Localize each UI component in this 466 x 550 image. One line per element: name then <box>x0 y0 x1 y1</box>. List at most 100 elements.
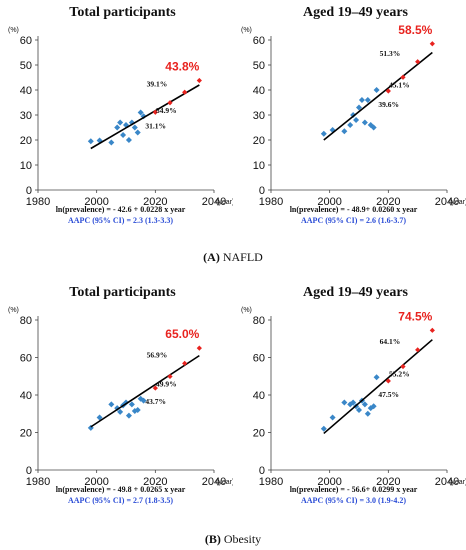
nafld-age-19-49-chart: Aged 19–49 years (%) 0 10 20 30 40 50 60 1980 2000… <box>233 0 466 225</box>
observed-point <box>347 401 354 408</box>
observed-point <box>361 119 368 126</box>
observed-point <box>140 397 147 404</box>
projected-point <box>400 74 406 80</box>
caption-b-text: Obesity <box>223 532 262 546</box>
x-tick-label: 2040 <box>435 476 459 488</box>
y-tick-label: 10 <box>253 160 265 172</box>
y-tick-label: 50 <box>253 60 265 72</box>
regression-equation: ln(prevalence) = - 42.6 + 0.0228 x year <box>56 205 186 214</box>
caption-b-letter: (B) <box>204 532 221 546</box>
y-unit-label: (%) <box>241 27 252 34</box>
observed-point <box>329 414 336 421</box>
x-unit-label: (year) <box>449 199 466 206</box>
obesity-total-chart: Total participants (%) 0 20 40 60 80 1980 2000 20… <box>0 280 233 505</box>
observed-point <box>320 425 327 432</box>
observed-point <box>356 104 362 111</box>
data-label: 39.6% <box>378 100 399 109</box>
nafld-total-chart: Total participants (%) 0 10 20 30 40 50 60 1980 20… <box>0 0 233 225</box>
observed-point <box>358 97 365 103</box>
projected-point <box>400 363 406 370</box>
observed-point <box>370 124 377 131</box>
y-tick-label: 60 <box>20 35 32 47</box>
data-label: 31.1% <box>145 121 166 130</box>
y-tick-label: 0 <box>259 465 265 477</box>
projected-point <box>152 385 158 391</box>
y-tick-label: 40 <box>20 390 32 402</box>
x-tick-label: 2000 <box>84 196 108 208</box>
observed-point <box>108 139 115 146</box>
x-unit-label: (year) <box>449 479 466 486</box>
x-tick-label: 2020 <box>376 476 400 488</box>
observed-point <box>131 124 138 131</box>
x-unit-label: (year) <box>216 199 233 206</box>
x-tick-label: 1980 <box>259 476 283 488</box>
projected-point <box>196 77 202 84</box>
chart-title: Aged 19–49 years <box>303 5 409 20</box>
observed-point <box>341 128 348 135</box>
observed-point <box>373 87 380 93</box>
observed-point <box>350 112 357 118</box>
x-tick-label: 2000 <box>84 476 108 488</box>
y-tick-label: 10 <box>20 160 32 172</box>
x-tick-label: 2040 <box>435 196 459 208</box>
projected-point <box>415 347 421 353</box>
observed-point <box>134 129 141 136</box>
observed-point <box>364 97 371 103</box>
data-label: 49.9% <box>156 379 177 388</box>
x-tick-label: 2020 <box>376 196 400 208</box>
aapc-text: AAPC (95% CI) = 2.3 (1.3-3.3) <box>68 216 173 225</box>
observed-point <box>117 119 124 126</box>
y-tick-label: 0 <box>259 185 265 197</box>
projected-point <box>182 89 188 95</box>
data-label: 39.1% <box>147 79 168 88</box>
observed-point <box>356 407 362 413</box>
observed-point <box>341 399 348 406</box>
y-tick-label: 20 <box>253 428 265 440</box>
x-tick-label: 2040 <box>202 196 226 208</box>
fit-line <box>90 354 200 428</box>
chart-title: Aged 19–49 years <box>303 285 409 300</box>
observed-point <box>137 109 144 116</box>
x-tick-label: 1980 <box>259 196 283 208</box>
caption-a-text: NAFLD <box>222 250 263 264</box>
observed-point <box>353 117 360 123</box>
aapc-text: AAPC (95% CI) = 3.0 (1.9-4.2) <box>301 496 406 505</box>
highlight-value: 74.5% <box>398 309 432 323</box>
observed-point <box>370 403 377 410</box>
observed-point <box>347 122 354 128</box>
y-tick-label: 30 <box>253 110 265 122</box>
observed-point <box>329 127 336 133</box>
chart-title: Total participants <box>69 285 176 300</box>
projected-point <box>429 41 435 47</box>
observed-point <box>87 138 94 145</box>
y-tick-label: 20 <box>253 135 265 147</box>
observed-point <box>125 137 132 143</box>
y-unit-label: (%) <box>241 307 252 314</box>
caption-a-letter: (A) <box>203 250 220 264</box>
y-tick-label: 20 <box>20 135 32 147</box>
y-tick-label: 20 <box>20 428 32 440</box>
observed-point <box>364 410 371 417</box>
observed-point <box>350 399 357 406</box>
y-tick-label: 80 <box>20 315 32 327</box>
highlight-value: 58.5% <box>398 23 432 37</box>
y-tick-label: 60 <box>253 35 265 47</box>
regression-equation: ln(prevalence) = - 56.6+ 0.0299 x year <box>290 485 418 494</box>
chart-svg: Total participants (%) 0 10 20 30 40 50 60 1980 20… <box>8 5 233 225</box>
observed-point <box>373 374 380 381</box>
observed-point <box>361 401 368 408</box>
observed-point <box>120 132 127 138</box>
data-label: 43.7% <box>145 397 166 406</box>
projected-point <box>182 360 188 366</box>
observed-point <box>114 124 121 131</box>
observed-point <box>128 401 135 408</box>
x-tick-label: 2040 <box>202 476 226 488</box>
x-tick-label: 2000 <box>317 476 341 488</box>
y-tick-label: 50 <box>20 60 32 72</box>
obesity-age-19-49-chart: Aged 19–49 years (%) 0 20 40 60 80 1980 2000 2020… <box>233 280 466 505</box>
observed-point <box>108 401 115 408</box>
x-tick-label: 2000 <box>317 196 341 208</box>
projected-point <box>429 327 435 333</box>
